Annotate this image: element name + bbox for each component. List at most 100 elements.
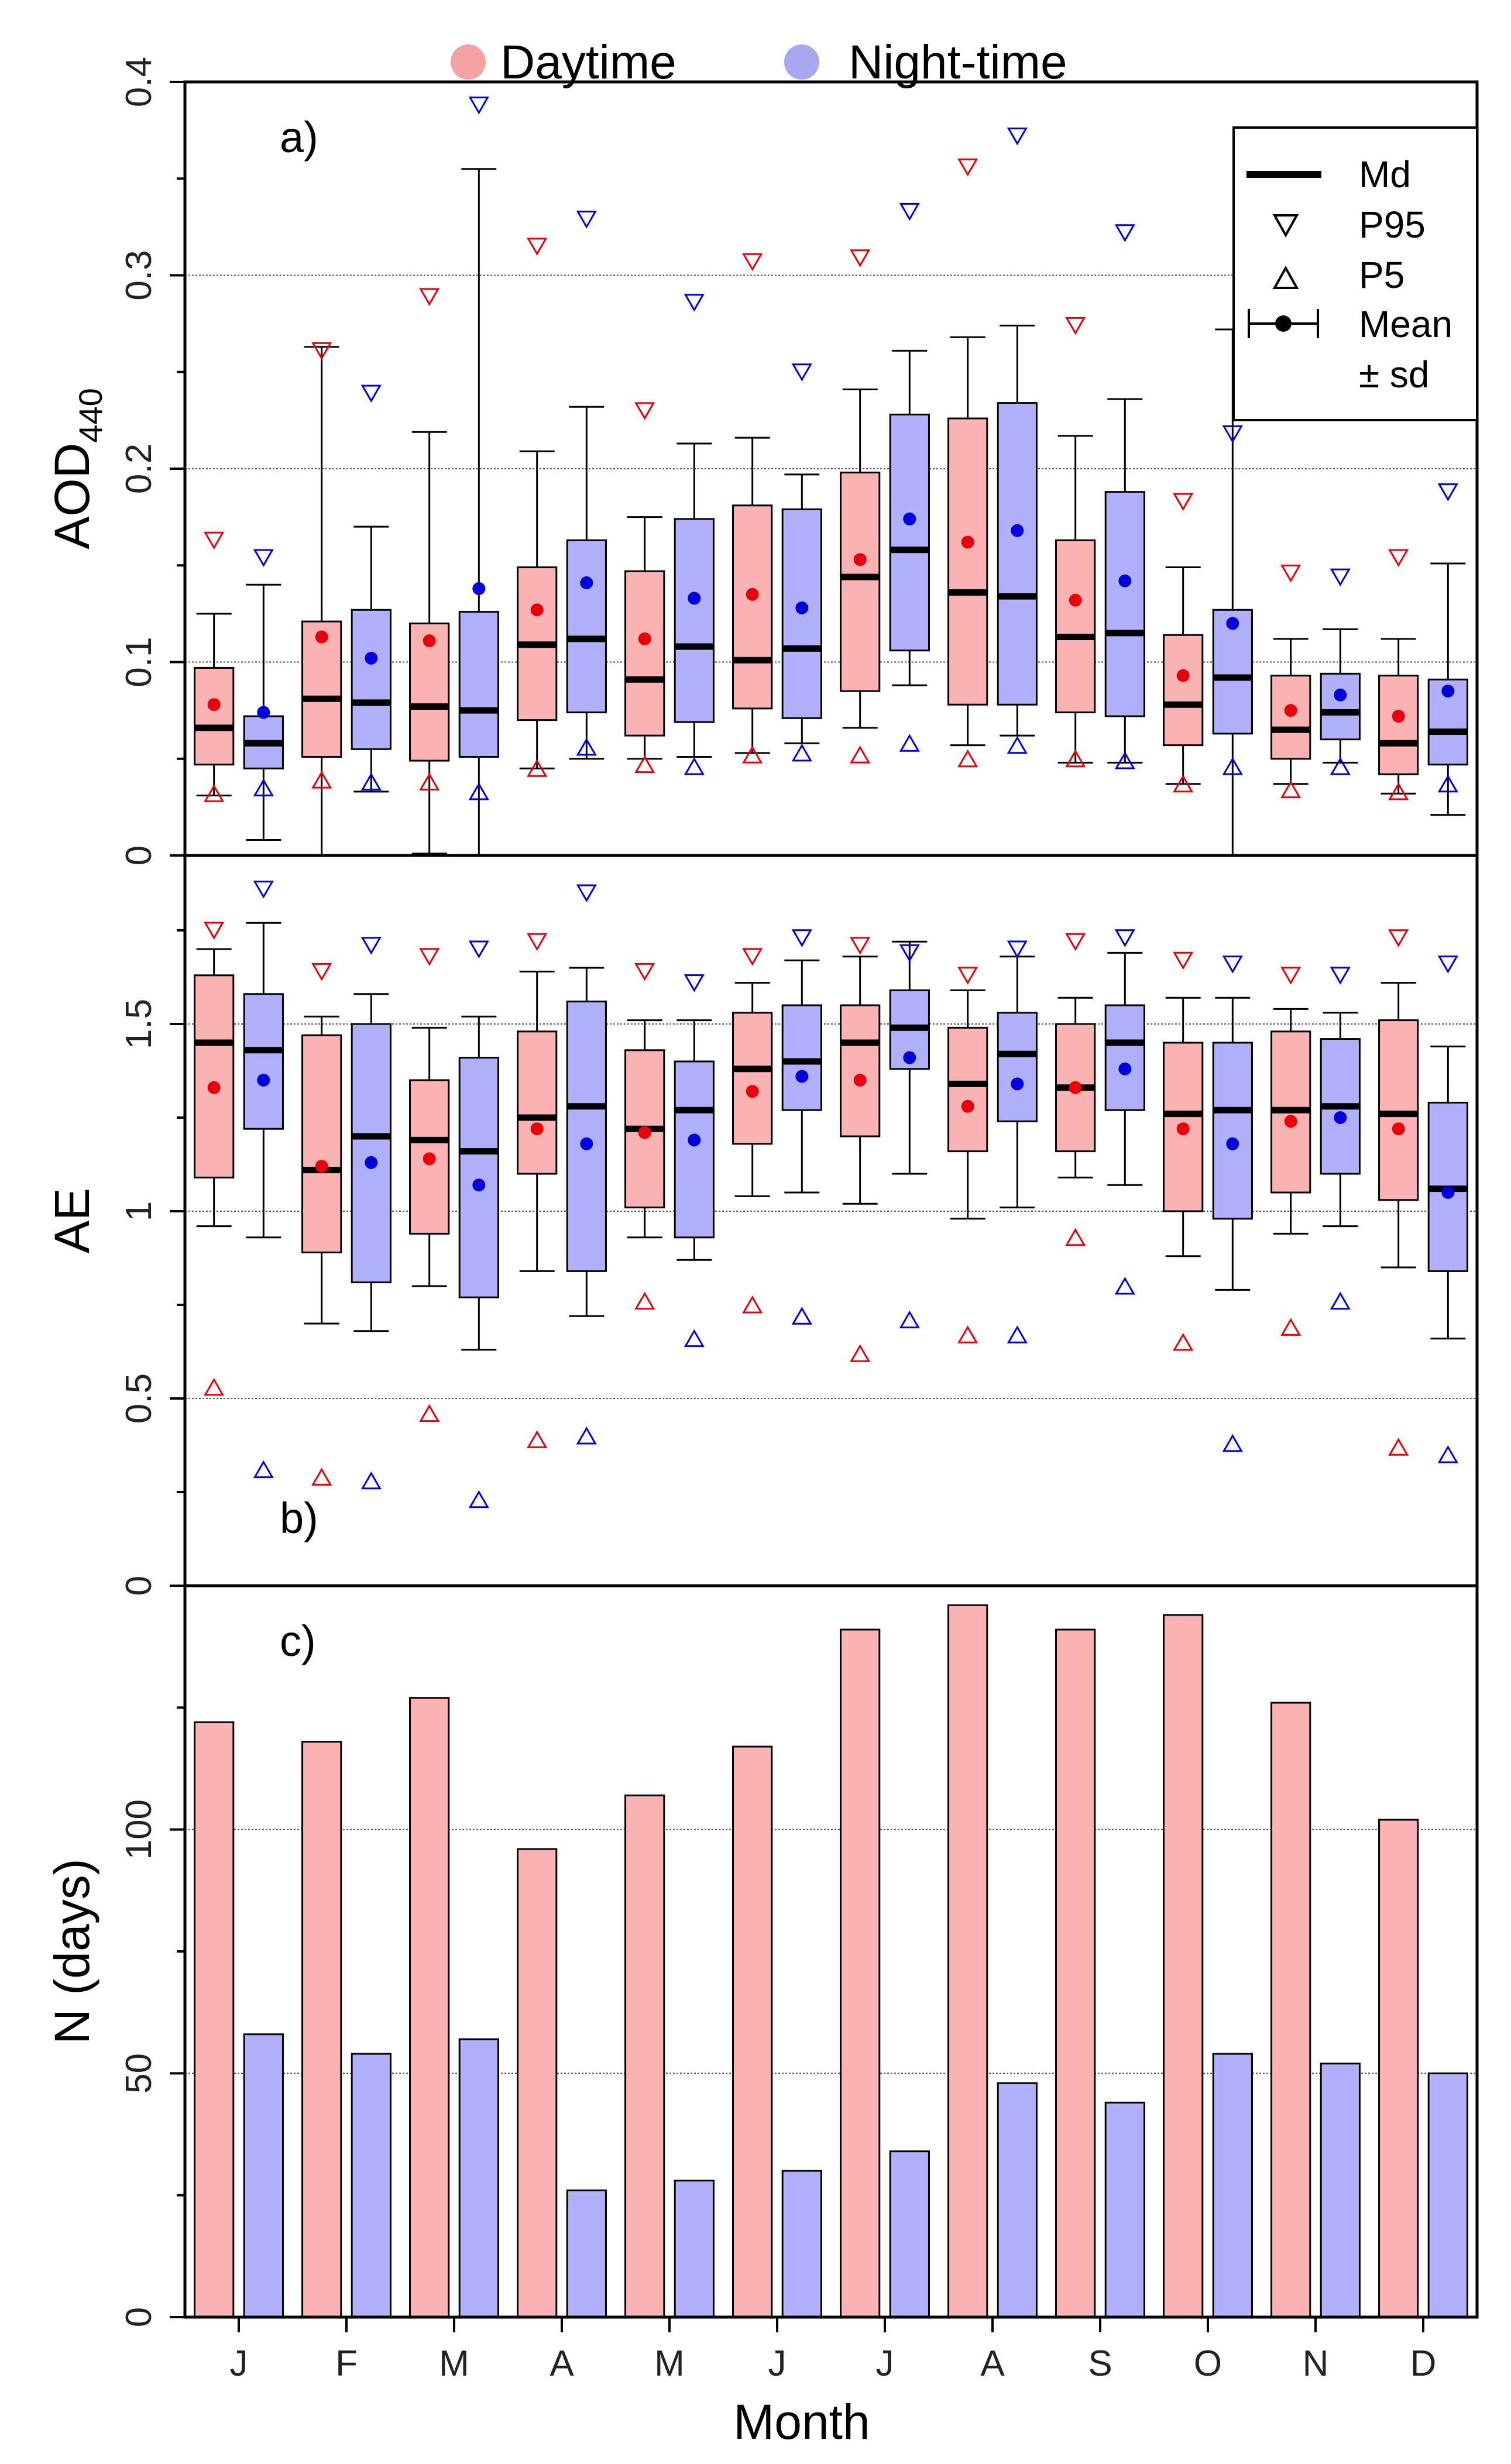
y-tick-label: 0.3 [119,250,159,300]
p95-marker [311,342,332,360]
iqr-box [1378,1019,1419,1201]
mean-point [1118,574,1132,587]
p5-marker [468,782,489,800]
p95-marker [204,922,225,940]
panel-label: a) [280,113,318,161]
bar-night [458,2038,499,2318]
p5-marker [253,778,274,796]
y-axis-title: AE [44,1188,99,1253]
bar-day [1270,1702,1311,2318]
bar-night [781,2170,822,2318]
median-legend-label: Md [1359,153,1411,195]
p5-marker [1065,749,1086,768]
bar-night [1212,2053,1253,2318]
p5-marker [791,1307,812,1325]
x-tick-label: D [1410,2343,1437,2384]
box-night [351,937,392,1490]
iqr-box [674,518,715,723]
iqr-box [566,539,607,713]
daytime-legend-label: Daytime [500,36,676,89]
p5-marker [957,749,978,768]
box-day [517,933,558,1448]
mean-point [1441,685,1455,698]
p95-marker [742,948,763,966]
bar-day [1163,1614,1204,2318]
iqr-box [674,1060,715,1239]
p95-marker [527,933,548,951]
box-day [624,402,665,774]
mean-point [903,512,916,525]
p95-marker [850,249,871,267]
p95-marker [1173,951,1194,970]
box-night [243,881,284,1479]
p95-marker [253,881,274,899]
iqr-box [351,1023,392,1284]
p95-marker [1007,940,1028,959]
p5-marker [576,737,597,756]
bar-night [1427,2072,1468,2318]
p95-marker [742,253,763,272]
iqr-box [566,1001,607,1272]
mean-point [472,582,486,595]
iqr-box [1163,634,1204,747]
mean-point [961,1099,974,1113]
mean-sd-legend-icon [1248,309,1319,338]
p5-marker [1114,751,1135,769]
x-tick-label: A [550,2343,574,2384]
p95-marker [576,884,597,903]
iqr-box [194,666,235,766]
bar-day [1378,1819,1419,2318]
y-tick-label: 0.5 [119,1373,159,1424]
p5-marker [791,743,812,762]
p5-marker [1065,1228,1086,1246]
iqr-box [409,1079,450,1235]
nighttime-legend-label: Night-time [849,36,1067,89]
p5-marker [576,1426,597,1445]
panel-label: b) [280,1494,318,1542]
box-day [1163,951,1204,1351]
p5-marker [311,771,332,789]
box-day [947,967,988,1343]
mean-point [257,706,270,719]
p5-marker [850,745,871,764]
p5-marker [419,1404,440,1422]
x-tick-label: J [768,2343,787,2384]
p5-marker [253,1460,274,1479]
mean-point [580,576,593,589]
y-tick-label: 0.2 [119,444,159,494]
p5-marker [419,772,440,791]
p5-marker [360,1471,382,1490]
box-day [1055,317,1096,768]
p5-marker [311,1468,332,1486]
panel-c: 0 50 100 N (days) c) [44,1584,1479,2327]
y-tick-label: 100 [119,1799,159,1860]
iqr-box [1320,672,1361,741]
box-night [1320,967,1361,1310]
bar-day [732,1745,773,2318]
box-day [301,342,342,857]
box-night [566,884,607,1445]
panels: 0 0.1 0.2 0.3 0.4 AOD440 a) 0 0.5 1 1.5 AE b) 0 50 100 N… [44,57,1479,2327]
box-day [194,922,235,1396]
mean-point [1226,617,1239,630]
mean-point [1069,593,1082,607]
iqr-box [997,402,1038,706]
p95-marker [1330,967,1351,985]
iqr-box [1270,675,1311,760]
mean-point [903,1051,916,1064]
iqr-box [840,472,881,692]
panel-b: 0 0.5 1 1.5 AE b) [44,854,1479,1596]
mean-legend-label: Mean [1359,303,1452,345]
p5-marker [360,772,382,791]
x-axis-title: Month [733,2394,870,2449]
mean-point [1392,710,1405,723]
y-axis-title: N (days) [44,1858,99,2044]
p5-marker [468,1490,489,1508]
x-tick-label: F [335,2343,358,2384]
iqr-box [458,611,499,758]
mean-point [638,1126,651,1139]
box-night [1427,483,1468,816]
box-day [1270,564,1311,799]
box-night [781,929,822,1325]
